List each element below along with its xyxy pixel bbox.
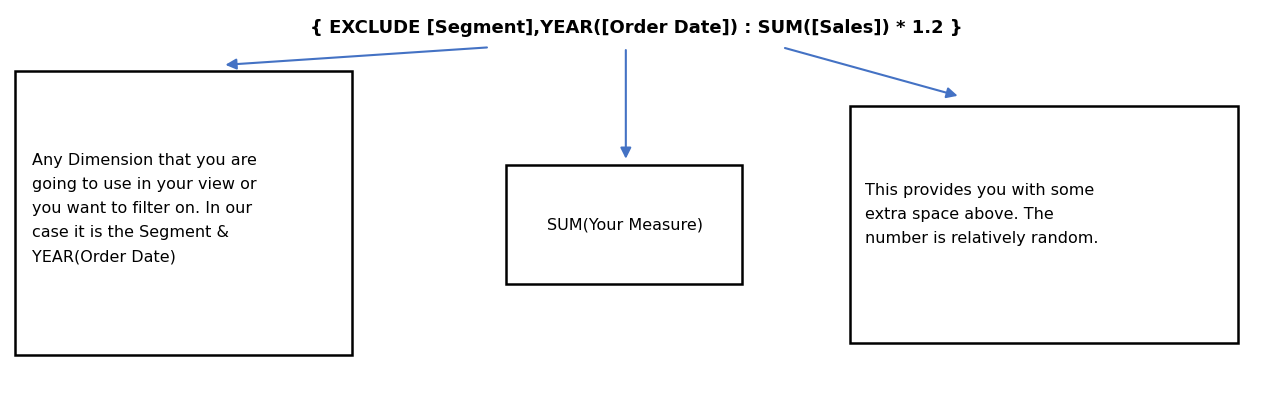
Text: SUM(Your Measure): SUM(Your Measure) bbox=[547, 217, 702, 232]
Text: This provides you with some
extra space above. The
number is relatively random.: This provides you with some extra space … bbox=[865, 183, 1099, 246]
FancyBboxPatch shape bbox=[506, 165, 742, 284]
Text: { EXCLUDE [Segment],YEAR([Order Date]) : SUM([Sales]) * 1.2 }: { EXCLUDE [Segment],YEAR([Order Date]) :… bbox=[309, 19, 963, 37]
Text: Any Dimension that you are
going to use in your view or
you want to filter on. I: Any Dimension that you are going to use … bbox=[32, 153, 257, 264]
FancyBboxPatch shape bbox=[15, 71, 352, 355]
FancyBboxPatch shape bbox=[850, 106, 1238, 343]
